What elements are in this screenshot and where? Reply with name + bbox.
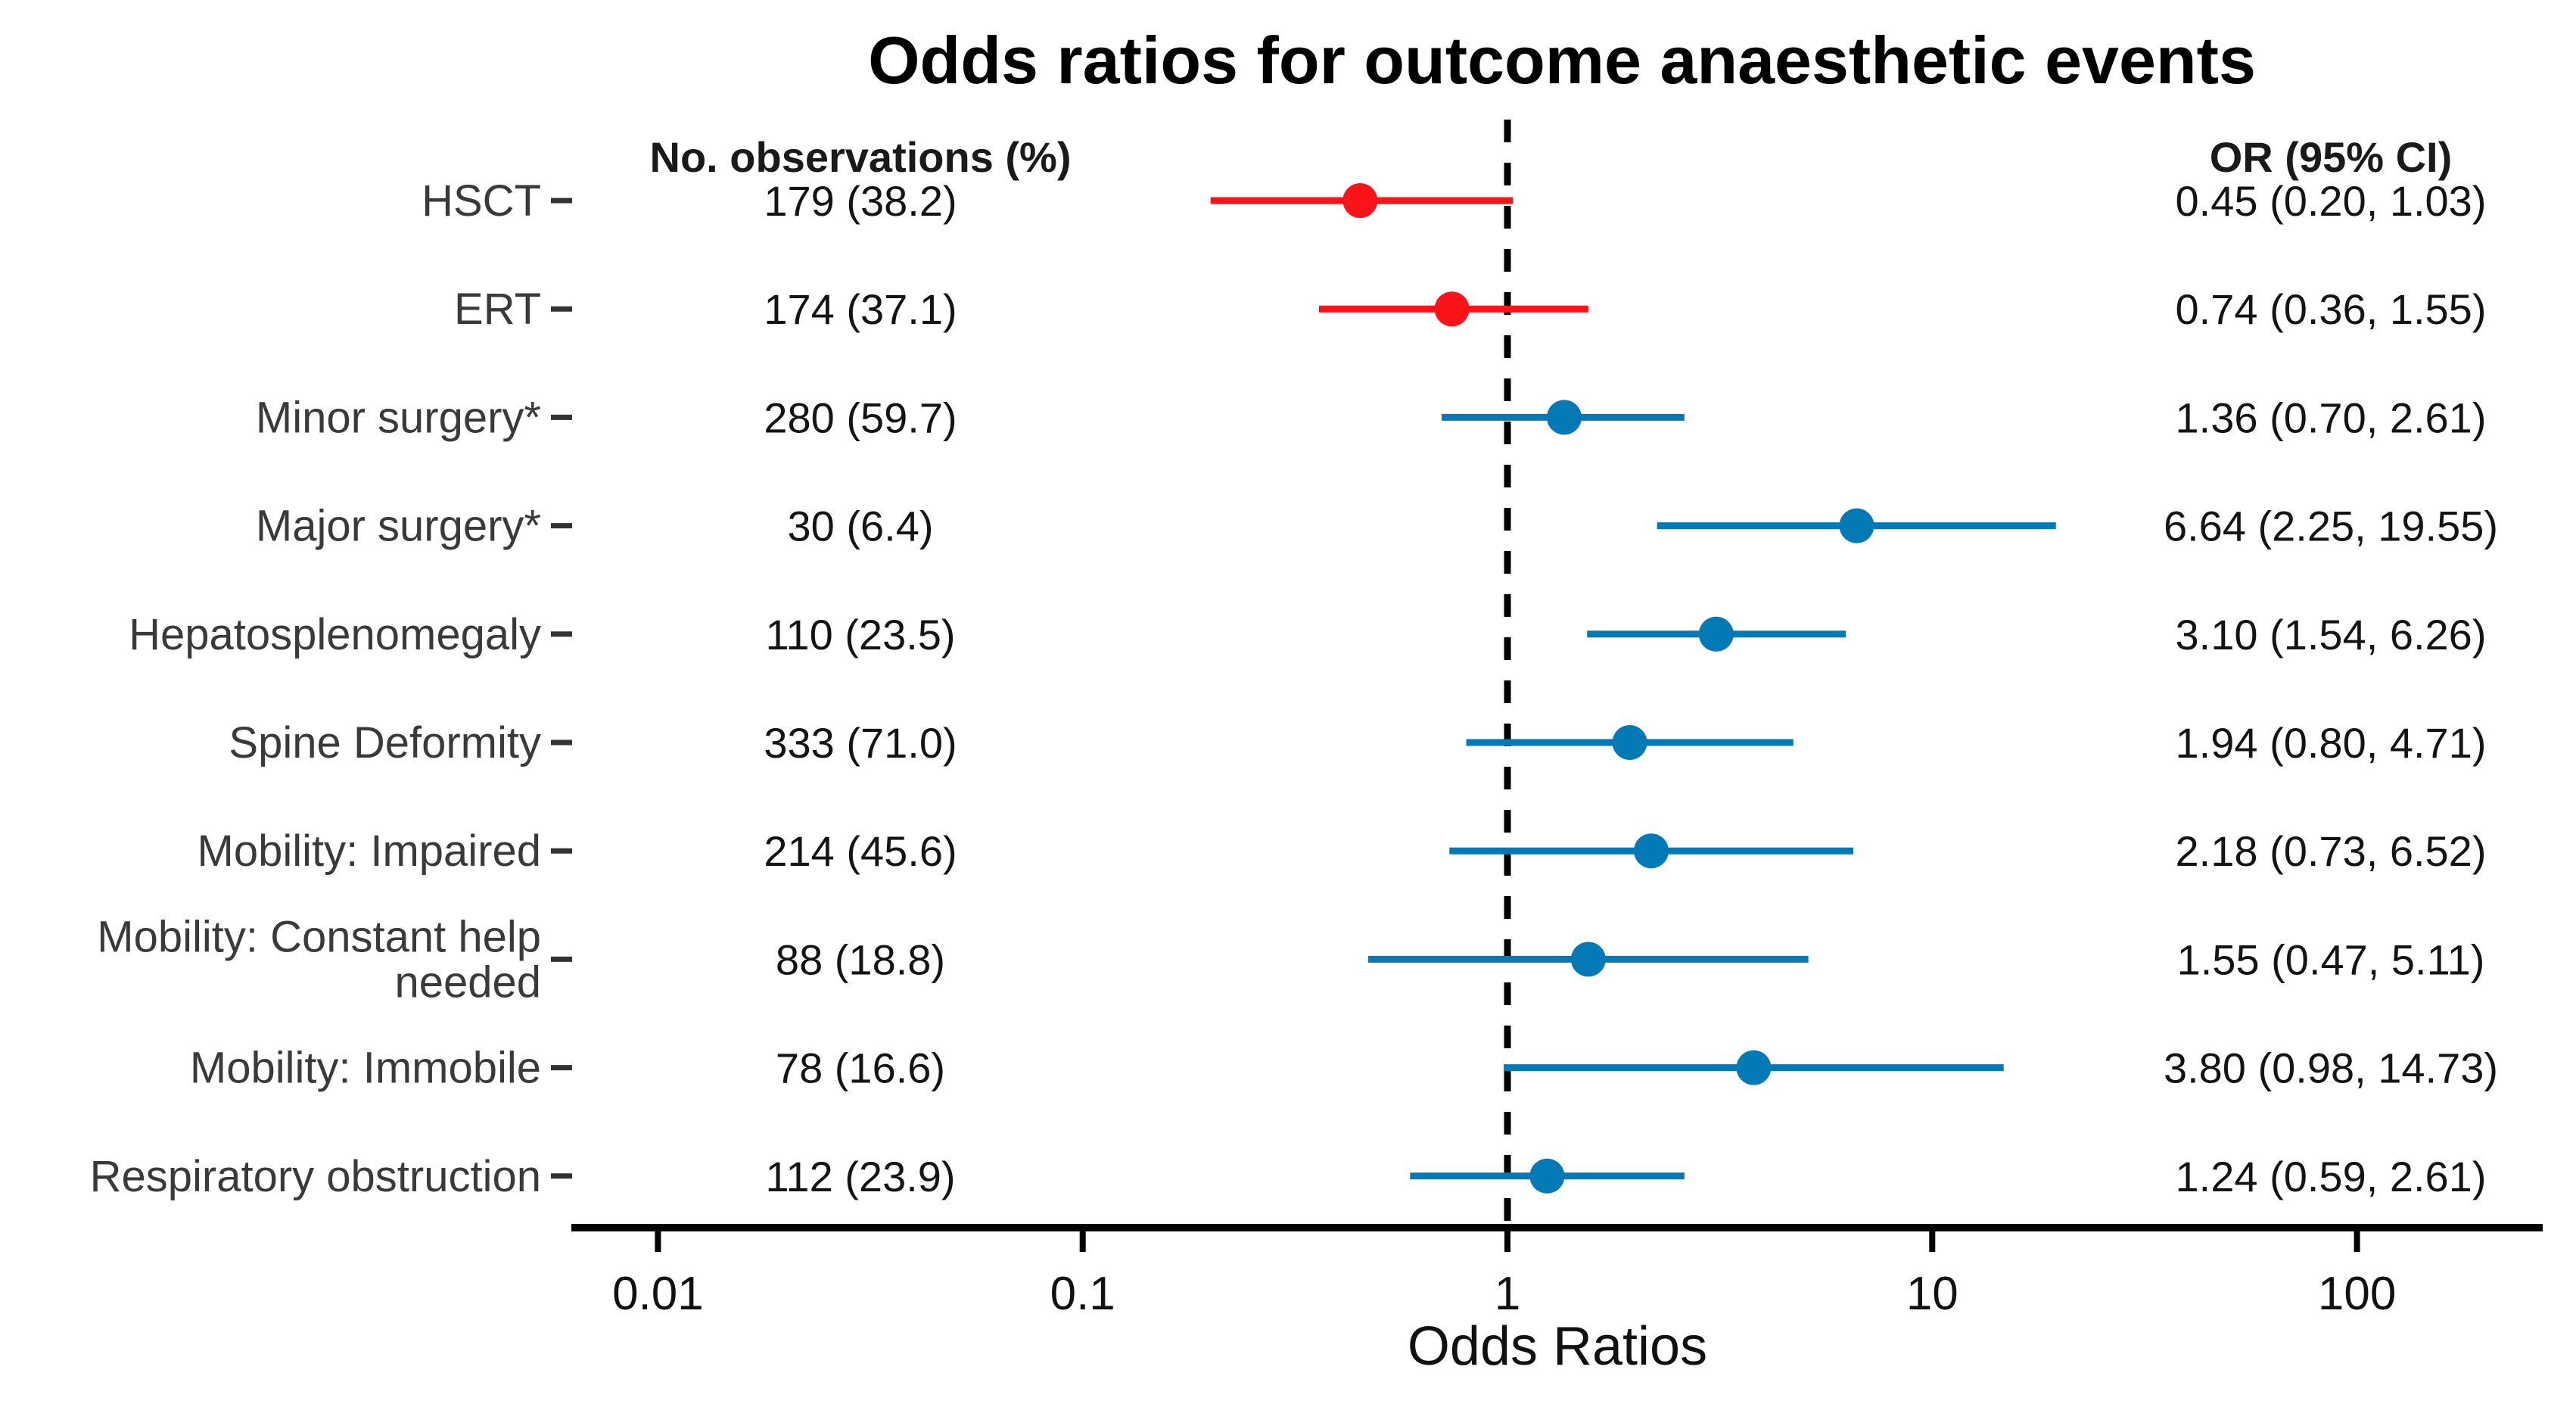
forest-row: Major surgery* 30 (6.4) 6.64 (2.25, 19.55) (256, 502, 2498, 551)
row-label: Mobility: Constant help needed (97, 912, 541, 1007)
row-label: Hepatosplenomegaly (129, 610, 541, 659)
row-label: HSCT (422, 176, 541, 226)
observations-value: 30 (6.4) (788, 503, 934, 550)
observations-column-header: No. observations (%) (650, 133, 1072, 181)
x-axis-tick-label: 10 (1906, 1268, 1958, 1320)
row-label: Mobility: Impaired (198, 827, 541, 876)
x-axis-tick-label: 0.1 (1050, 1268, 1115, 1320)
odds-ratio-point (1546, 400, 1582, 435)
observations-value: 78 (16.6) (776, 1044, 945, 1092)
observations-value: 112 (23.9) (765, 1153, 955, 1200)
row-label: Minor surgery* (256, 393, 541, 442)
or-ci-value: 1.94 (0.80, 4.71) (2176, 719, 2487, 767)
x-axis-layer: 0.01 0.1 1 10 100 (571, 1224, 2543, 1320)
odds-ratio-point (1839, 508, 1874, 543)
observations-value: 214 (45.6) (764, 827, 957, 875)
or-ci-value: 6.64 (2.25, 19.55) (2164, 503, 2498, 550)
row-label: Major surgery* (256, 502, 541, 551)
rows-layer: HSCT 179 (38.2) 0.45 (0.20, 1.03) ERT 174 (3… (90, 176, 2498, 1201)
observations-value: 333 (71.0) (764, 719, 957, 767)
forest-row: ERT 174 (37.1) 0.74 (0.36, 1.55) (454, 285, 2486, 334)
forest-row: Mobility: Constant help needed 88 (18.8) 1.… (97, 912, 2484, 1007)
x-axis-tick-label: 100 (2318, 1268, 2396, 1320)
x-axis-label: Odds Ratios (1408, 1316, 1707, 1377)
forest-row: Mobility: Immobile 78 (16.6) 3.80 (0.98, 1… (190, 1044, 2498, 1093)
or-ci-value: 3.80 (0.98, 14.73) (2164, 1044, 2498, 1092)
odds-ratio-point (1570, 942, 1606, 977)
row-label: Respiratory obstruction (90, 1152, 541, 1201)
or-ci-value: 3.10 (1.54, 6.26) (2176, 611, 2487, 658)
or-ci-value: 1.24 (0.59, 2.61) (2176, 1153, 2487, 1200)
or-ci-value: 0.74 (0.36, 1.55) (2176, 285, 2487, 333)
observations-value: 280 (59.7) (764, 394, 957, 441)
forest-row: HSCT 179 (38.2) 0.45 (0.20, 1.03) (422, 176, 2486, 226)
odds-ratio-point (1612, 725, 1647, 760)
or-ci-value: 0.45 (0.20, 1.03) (2176, 177, 2487, 225)
observations-value: 88 (18.8) (776, 935, 945, 983)
observations-value: 174 (37.1) (764, 285, 957, 333)
odds-ratio-point (1698, 616, 1734, 652)
row-label: ERT (454, 285, 541, 334)
row-label: Spine Deformity (229, 718, 541, 767)
chart-title: Odds ratios for outcome anaesthetic even… (868, 23, 2256, 98)
forest-row: Respiratory obstruction 112 (23.9) 1.24 (0… (90, 1152, 2487, 1201)
observations-value: 179 (38.2) (764, 177, 957, 225)
forest-row: Hepatosplenomegaly 110 (23.5) 3.10 (1.54, … (129, 610, 2486, 659)
odds-ratio-point (1529, 1158, 1565, 1194)
forest-row: Mobility: Impaired 214 (45.6) 2.18 (0.73, … (198, 827, 2487, 876)
row-label: Mobility: Immobile (190, 1044, 541, 1093)
observations-value: 110 (23.5) (765, 611, 955, 658)
or-ci-value: 1.36 (0.70, 2.61) (2176, 394, 2487, 441)
odds-ratio-point (1633, 833, 1669, 869)
odds-ratio-point (1736, 1050, 1772, 1085)
forest-row: Spine Deformity 333 (71.0) 1.94 (0.80, 4.7… (229, 718, 2486, 767)
odds-ratio-point (1434, 291, 1470, 327)
odds-ratio-point (1342, 183, 1378, 218)
x-axis-tick-label: 1 (1495, 1268, 1520, 1320)
or-ci-value: 1.55 (0.47, 5.11) (2177, 935, 2485, 983)
or-ci-value: 2.18 (0.73, 6.52) (2176, 827, 2487, 875)
or-column-header: OR (95% CI) (2210, 133, 2453, 181)
x-axis-tick-label: 0.01 (612, 1268, 704, 1320)
forest-row: Minor surgery* 280 (59.7) 1.36 (0.70, 2.61… (256, 393, 2487, 442)
